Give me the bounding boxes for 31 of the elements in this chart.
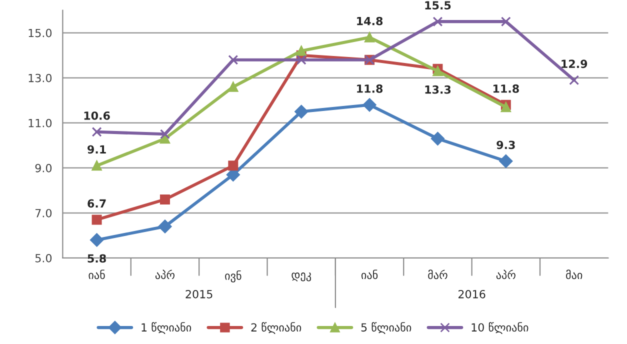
data-label: 15.5 xyxy=(425,1,451,10)
data-label: 14.8 xyxy=(357,16,383,26)
data-label: 5.8 xyxy=(88,254,106,263)
x-tick-label: იან xyxy=(88,270,105,280)
legend-label: 10 წლიანი xyxy=(472,322,528,334)
data-label: 10.6 xyxy=(84,111,110,120)
x-tick-label: აპრ xyxy=(496,270,516,280)
legend-label: 5 წლიანი xyxy=(361,322,412,334)
text: 2015 xyxy=(186,290,212,298)
legend-label: 2 წლიანი xyxy=(251,322,302,334)
y-tick-label: 9.0 xyxy=(35,164,52,172)
x-tick-label: იან xyxy=(361,270,378,280)
data-label: 9.3 xyxy=(496,140,515,150)
y-tick-label: 15.0 xyxy=(28,28,52,38)
data-label: 6.7 xyxy=(88,199,106,208)
y-tick-label: 5.0 xyxy=(35,254,52,262)
data-label: 12.9 xyxy=(562,60,588,68)
y-tick-label: 13.0 xyxy=(28,74,52,82)
x-tick-label: დეკ xyxy=(292,272,311,282)
x-tick-label: მარ xyxy=(428,270,448,280)
data-label: 11.8 xyxy=(493,84,519,93)
data-label: 9.1 xyxy=(88,145,106,154)
y-tick-label: 11.0 xyxy=(28,118,52,128)
x-tick-label: ივნ xyxy=(225,270,242,282)
x-tick-label: აპრ xyxy=(155,270,174,280)
data-label: 11.8 xyxy=(357,84,383,93)
x-tick-label: მაი xyxy=(566,270,582,280)
y-tick-label: 7.0 xyxy=(36,208,52,218)
text: 2016 xyxy=(458,290,486,298)
legend-label: 1 წლიანი xyxy=(142,322,192,334)
data-label: 13.3 xyxy=(425,85,451,94)
